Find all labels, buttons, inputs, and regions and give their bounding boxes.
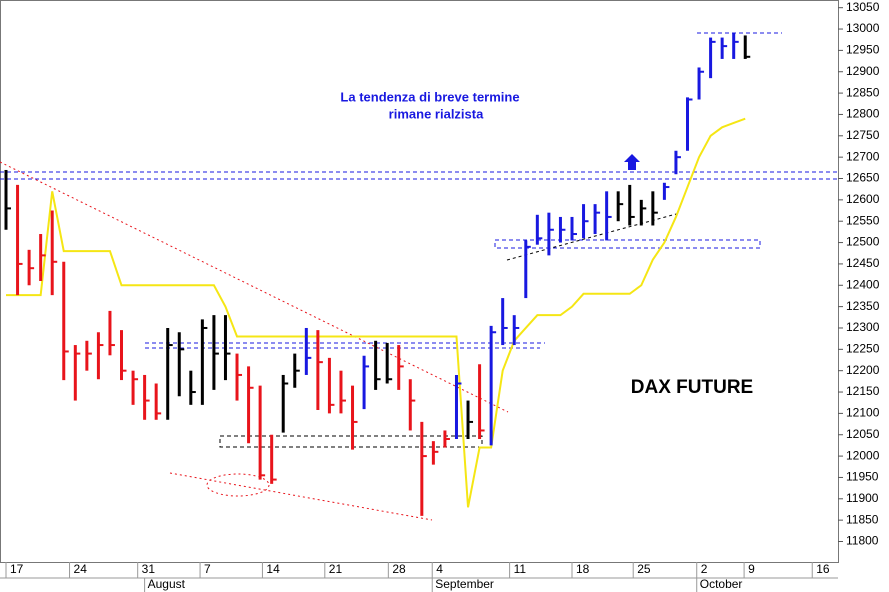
x-tick-label: 11	[514, 562, 527, 576]
y-tick-label: 12950	[846, 43, 880, 57]
level-box	[219, 435, 483, 448]
level-box	[494, 239, 761, 249]
y-tick-label: 11800	[846, 534, 879, 548]
y-tick-label: 13050	[846, 0, 880, 14]
chart-title: DAX FUTURE	[631, 377, 753, 398]
y-tick-label: 12250	[846, 342, 880, 356]
y-tick-label: 12300	[846, 320, 880, 334]
y-tick-label: 12550	[846, 213, 880, 227]
circle-note	[206, 473, 270, 497]
x-tick-label: 31	[142, 562, 156, 576]
y-tick-label: 12450	[846, 256, 880, 270]
x-tick-label: 17	[10, 562, 24, 576]
y-tick-label: 12400	[846, 277, 880, 291]
y-tick-label: 12500	[846, 235, 880, 249]
y-tick-label: 11900	[846, 491, 879, 505]
y-tick-label: 12000	[846, 448, 880, 462]
annotation: La tendenza di breve termine	[340, 89, 519, 104]
y-tick-label: 12850	[846, 85, 880, 99]
month-label: October	[700, 577, 743, 591]
x-tick-label: 9	[748, 562, 755, 576]
annotation-lines	[0, 32, 838, 521]
x-tick-label: 14	[266, 562, 280, 576]
x-tick-label: 28	[392, 562, 406, 576]
y-tick-label: 12200	[846, 363, 880, 377]
x-tick-label: 24	[74, 562, 88, 576]
y-tick-label: 12900	[846, 64, 880, 78]
y-tick-label: 12800	[846, 107, 880, 121]
trend-line	[0, 161, 509, 413]
stop-line	[6, 117, 746, 508]
y-tick-label: 12350	[846, 299, 880, 313]
y-tick-label: 12600	[846, 192, 880, 206]
month-label: August	[148, 577, 186, 591]
x-tick-label: 21	[329, 562, 343, 576]
x-tick-label: 18	[576, 562, 590, 576]
month-label: September	[435, 577, 494, 591]
y-tick-label: 11850	[846, 512, 879, 526]
x-tick-label: 25	[637, 562, 651, 576]
y-tick-label: 12700	[846, 149, 880, 163]
y-tick-label: 12150	[846, 384, 880, 398]
up-arrow	[624, 154, 640, 170]
y-tick-label: 11950	[846, 470, 879, 484]
annotation: rimane rialzista	[389, 106, 484, 121]
y-tick-label: 12750	[846, 128, 880, 142]
plot-frame	[0, 0, 839, 563]
x-tick-label: 7	[204, 562, 211, 576]
x-tick-label: 2	[701, 562, 708, 576]
x-tick-label: 4	[436, 562, 443, 576]
y-tick-label: 13000	[846, 21, 880, 35]
trend-line	[169, 472, 433, 521]
y-tick-label: 12100	[846, 406, 880, 420]
y-tick-label: 12650	[846, 171, 880, 185]
x-tick-label: 16	[816, 562, 830, 576]
y-tick-label: 12050	[846, 427, 880, 441]
